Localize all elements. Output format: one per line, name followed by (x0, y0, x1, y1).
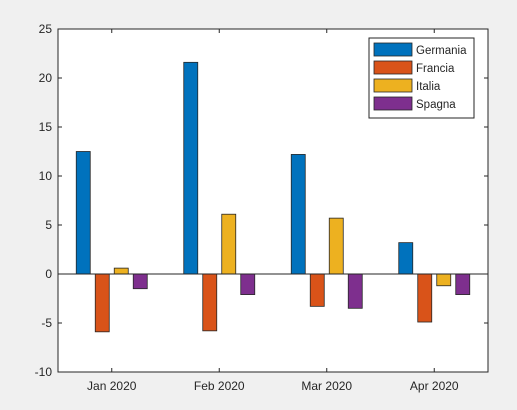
x-tick-label: Apr 2020 (410, 379, 459, 393)
bar-italia-3 (436, 273, 452, 287)
bar-spagna-2 (347, 273, 363, 309)
bar-spagna-1 (240, 273, 256, 295)
y-axis: -10 -5 0 5 10 15 20 25 (35, 22, 488, 379)
y-tick-label: 5 (45, 218, 52, 232)
bar-germania-3 (398, 242, 414, 275)
bar-francia-1 (202, 273, 218, 332)
x-tick-label: Mar 2020 (301, 379, 352, 393)
x-axis: Jan 2020 Feb 2020 Mar 2020 Apr 2020 (87, 29, 459, 393)
legend-swatch-germania (373, 42, 413, 57)
bar-germania-2 (290, 154, 306, 275)
y-tick-label: 15 (39, 120, 53, 134)
y-tick-label: 25 (39, 22, 53, 36)
y-tick-label: 20 (39, 71, 53, 85)
legend-swatch-italia (373, 78, 413, 93)
bar-germania-1 (183, 61, 199, 275)
legend-label-francia: Francia (416, 63, 455, 75)
x-tick-label: Jan 2020 (87, 379, 137, 393)
legend: Germania Francia Italia Spagna (368, 37, 475, 119)
bar-spagna-0 (132, 273, 148, 290)
bars-layer (75, 61, 471, 333)
y-tick-label: -5 (41, 316, 52, 330)
legend-swatch-francia (373, 60, 413, 75)
legend-label-spagna: Spagna (416, 99, 456, 111)
x-tick-label: Feb 2020 (194, 379, 245, 393)
bar-italia-1 (221, 213, 237, 275)
bar-italia-0 (113, 267, 129, 275)
y-tick-label: 10 (39, 169, 53, 183)
bar-francia-2 (309, 273, 325, 307)
bar-germania-0 (75, 151, 91, 275)
bar-spagna-3 (455, 273, 471, 295)
y-tick-label: -10 (35, 365, 53, 379)
legend-label-germania: Germania (416, 45, 467, 57)
legend-label-italia: Italia (416, 81, 441, 93)
bar-francia-0 (94, 273, 110, 333)
plot-border (57, 28, 489, 373)
y-tick-label: 0 (45, 267, 52, 281)
bar-francia-3 (417, 273, 433, 323)
legend-swatch-spagna (373, 96, 413, 111)
bar-italia-2 (328, 217, 344, 275)
